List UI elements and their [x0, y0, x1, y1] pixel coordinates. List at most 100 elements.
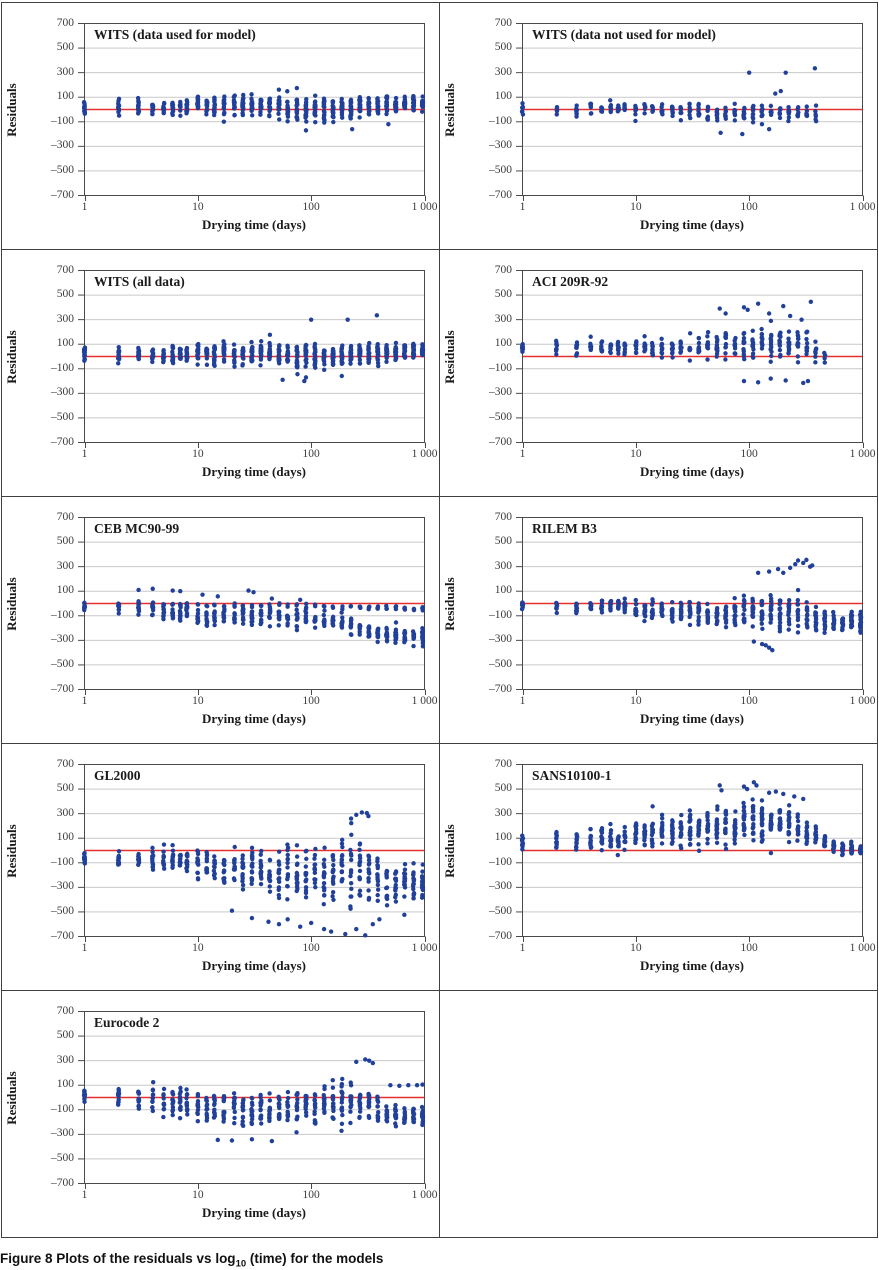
x-tick-label: 1 000 [411, 942, 438, 954]
y-tick-label: –100 [51, 361, 74, 374]
x-tick-label: 10 [192, 1189, 204, 1201]
plot-title: WITS (data not used for model) [532, 27, 716, 42]
y-tick-label: –500 [51, 1151, 74, 1164]
y-tick-label: –100 [489, 855, 512, 868]
scatter-plot-canvas [514, 270, 864, 450]
y-tick-label: 500 [56, 782, 74, 795]
y-tick-label: –700 [489, 188, 512, 201]
scatter-plot-canvas [76, 23, 426, 203]
x-tick-label: 10 [192, 201, 204, 213]
x-tick-label: 1 000 [411, 201, 438, 213]
plot-title: WITS (data used for model) [94, 27, 256, 42]
y-tick-label: –300 [51, 633, 74, 646]
y-tick-label: –700 [51, 929, 74, 942]
scatter-plot-canvas [514, 23, 864, 203]
caption-text-2: (time) for the models [246, 1251, 384, 1266]
y-tick-label: 500 [494, 41, 512, 54]
y-tick-label: –100 [51, 855, 74, 868]
y-tick-label: –100 [51, 114, 74, 127]
x-axis-title: Drying time (days) [202, 217, 306, 232]
y-tick-label: 300 [494, 312, 512, 325]
panel-sans10100-1: Residuals SANS10100-1 Drying time (days)… [440, 744, 878, 991]
y-tick-label: –500 [489, 410, 512, 423]
y-tick-label: 100 [494, 337, 512, 350]
x-axis-title: Drying time (days) [640, 217, 744, 232]
plot-title: RILEM B3 [532, 521, 597, 536]
y-tick-label: –100 [489, 361, 512, 374]
scatter-plot-canvas [76, 517, 426, 697]
x-tick-label: 1 [81, 1189, 88, 1201]
y-axis-title: Residuals [442, 577, 457, 631]
x-tick-label: 10 [630, 695, 642, 707]
y-tick-label: 500 [56, 1029, 74, 1042]
y-tick-label: 100 [56, 831, 74, 844]
x-tick-label: 100 [302, 695, 320, 707]
x-tick-label: 1 000 [411, 695, 438, 707]
x-tick-label: 10 [192, 942, 204, 954]
y-tick-label: 700 [56, 16, 74, 29]
plot-title: ACI 209R-92 [532, 274, 609, 289]
x-tick-label: 1 000 [411, 448, 438, 460]
y-tick-label: –500 [51, 163, 74, 176]
x-tick-label: 1 [519, 201, 526, 213]
panel-wits-data-not-used-for-model: Residuals WITS (data not used for model)… [440, 3, 878, 250]
caption-text-1: Plots of the residuals vs log [52, 1251, 236, 1266]
y-tick-label: –500 [489, 904, 512, 917]
x-tick-label: 100 [740, 942, 758, 954]
plot-title: SANS10100-1 [532, 768, 612, 783]
y-tick-label: 500 [494, 535, 512, 548]
x-axis-title: Drying time (days) [202, 958, 306, 973]
plot-title: CEB MC90-99 [94, 521, 180, 536]
x-axis-title: Drying time (days) [202, 1205, 306, 1220]
panel-gl2000: Residuals GL2000 Drying time (days) 700 5… [2, 744, 440, 991]
x-tick-label: 10 [192, 695, 204, 707]
y-tick-label: –700 [51, 435, 74, 448]
scatter-plot-canvas [76, 270, 426, 450]
y-tick-label: 500 [56, 535, 74, 548]
y-tick-label: –500 [51, 410, 74, 423]
y-tick-label: –300 [489, 880, 512, 893]
figure-caption: Figure 8 Plots of the residuals vs log10… [0, 1251, 383, 1270]
y-tick-label: –500 [51, 657, 74, 670]
y-tick-label: –700 [489, 929, 512, 942]
x-tick-label: 100 [740, 448, 758, 460]
x-tick-label: 100 [302, 201, 320, 213]
y-tick-label: –300 [51, 139, 74, 152]
empty-panel [440, 991, 878, 1238]
y-axis-title: Residuals [4, 83, 19, 137]
y-tick-label: –700 [489, 682, 512, 695]
y-axis-title: Residuals [4, 1071, 19, 1125]
y-tick-label: –500 [489, 163, 512, 176]
y-tick-label: 700 [494, 16, 512, 29]
y-tick-label: 300 [56, 65, 74, 78]
y-tick-label: –300 [51, 880, 74, 893]
y-tick-label: –300 [489, 386, 512, 399]
y-tick-label: –700 [51, 188, 74, 201]
x-tick-label: 1 000 [849, 942, 876, 954]
y-tick-label: 300 [56, 312, 74, 325]
y-tick-label: 100 [56, 584, 74, 597]
x-axis-title: Drying time (days) [640, 464, 744, 479]
x-tick-label: 1 [81, 695, 88, 707]
x-tick-label: 10 [192, 448, 204, 460]
y-tick-label: –300 [51, 1127, 74, 1140]
x-tick-label: 10 [630, 201, 642, 213]
y-tick-label: –300 [51, 386, 74, 399]
y-tick-label: –100 [489, 608, 512, 621]
y-axis-title: Residuals [4, 577, 19, 631]
x-tick-label: 1 [81, 448, 88, 460]
y-tick-label: 300 [56, 559, 74, 572]
y-axis-title: Residuals [4, 824, 19, 878]
y-tick-label: 300 [494, 65, 512, 78]
y-tick-label: –300 [489, 139, 512, 152]
y-tick-label: 700 [494, 757, 512, 770]
y-tick-label: –100 [489, 114, 512, 127]
y-tick-label: 500 [494, 782, 512, 795]
x-tick-label: 100 [740, 201, 758, 213]
panel-eurocode-2: Residuals Eurocode 2 Drying time (days) … [2, 991, 440, 1238]
y-tick-label: 700 [56, 263, 74, 276]
y-tick-label: 500 [56, 41, 74, 54]
x-tick-label: 1 [81, 942, 88, 954]
y-tick-label: –500 [489, 657, 512, 670]
